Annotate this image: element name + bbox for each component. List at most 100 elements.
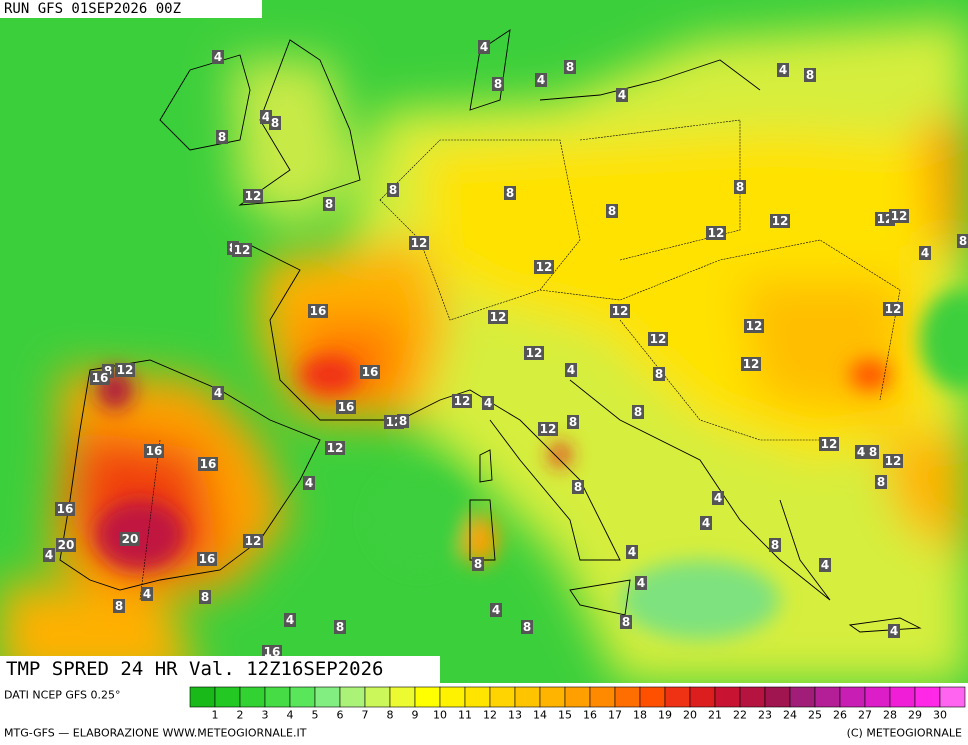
contour-label: 4 — [490, 603, 502, 617]
label-box — [804, 68, 816, 82]
label-box — [819, 558, 831, 572]
run-label: RUN GFS 01SEP2026 00Z — [4, 1, 181, 17]
label-text: 16 — [57, 502, 74, 516]
label-text: 16 — [264, 645, 281, 659]
legend-tick-label: 24 — [783, 709, 797, 722]
contour-label: 4 — [819, 558, 831, 572]
label-box — [488, 310, 508, 324]
label-text: 12 — [891, 209, 908, 223]
color-box — [439, 686, 466, 708]
legend-tick-label: 7 — [362, 709, 369, 722]
label-text: 4 — [857, 445, 865, 459]
label-text: 8 — [218, 130, 226, 144]
color-bar: 1 2 3 4 5 6 7 8 9 10 11 12 13 14 15 16 17 18 19 20 21 22 23 24 2… — [189, 686, 966, 722]
label-text: 4 — [702, 516, 710, 530]
contour-label: 12 — [770, 214, 790, 228]
legend-tick-label: 5 — [312, 709, 319, 722]
label-text: 4 — [890, 624, 898, 638]
color-box — [314, 686, 341, 708]
contour-label: 4 — [284, 613, 296, 627]
label-text: 4 — [480, 40, 488, 54]
label-box — [482, 396, 494, 410]
label-box — [888, 624, 900, 638]
contour-label: 4 — [777, 63, 789, 77]
contour-label: 8 — [113, 599, 125, 613]
contour-label: 8 — [397, 414, 409, 428]
color-box — [364, 686, 391, 708]
label-box — [492, 77, 504, 91]
label-text: 4 — [537, 73, 545, 87]
label-text: 12 — [540, 422, 557, 436]
label-text: 12 — [743, 357, 760, 371]
label-text: 12 — [411, 236, 428, 250]
label-box — [875, 475, 887, 489]
contour-label: 4 — [482, 396, 494, 410]
label-text: 12 — [327, 441, 344, 455]
label-text: 8 — [877, 475, 885, 489]
color-box — [339, 686, 366, 708]
contour-label: 16 — [336, 400, 356, 414]
legend-tick-label: 16 — [583, 709, 597, 722]
legend-tick-label: 19 — [658, 709, 672, 722]
contour-label: 8 — [521, 620, 533, 634]
label-text: 8 — [474, 557, 482, 571]
contour-label: 4 — [212, 50, 224, 64]
contour-label: 4 — [700, 516, 712, 530]
label-box — [55, 502, 75, 516]
label-text: 8 — [389, 183, 397, 197]
label-text: 12 — [454, 394, 471, 408]
color-box — [239, 686, 266, 708]
label-text: 4 — [492, 603, 500, 617]
contour-label: 8 — [804, 68, 816, 82]
legend-tick-label: 21 — [708, 709, 722, 722]
contour-label: 4 — [626, 545, 638, 559]
label-box — [606, 204, 618, 218]
contour-label: 8 — [572, 480, 584, 494]
label-box — [819, 437, 839, 451]
label-box — [626, 545, 638, 559]
legend-tick-label: 22 — [733, 709, 747, 722]
label-box — [243, 189, 263, 203]
contour-label: 4 — [565, 363, 577, 377]
contour-label: 16 — [55, 502, 75, 516]
label-box — [744, 319, 764, 333]
contour-label: 8 — [867, 445, 879, 459]
contour-label: 12 — [243, 534, 263, 548]
label-text: 4 — [779, 63, 787, 77]
legend-area: DATI NCEP GFS 0.25° 1 2 3 4 5 6 7 8 9 10 11 12 13 14 1… — [4, 686, 966, 740]
contour-label: 8 — [492, 77, 504, 91]
color-box — [689, 686, 716, 708]
label-box — [120, 532, 140, 546]
contour-label: 8 — [875, 475, 887, 489]
label-text: 16 — [200, 457, 217, 471]
label-text: 12 — [650, 332, 667, 346]
source-label: DATI NCEP GFS 0.25° — [4, 689, 121, 702]
label-text: 20 — [58, 538, 75, 552]
label-text: 4 — [567, 363, 575, 377]
contour-label: 12 — [409, 236, 429, 250]
legend-tick-label: 27 — [858, 709, 872, 722]
color-box — [839, 686, 866, 708]
label-box — [616, 88, 628, 102]
label-box — [867, 445, 879, 459]
color-box — [564, 686, 591, 708]
label-text: 4 — [214, 386, 222, 400]
label-box — [409, 236, 429, 250]
contour-label: 12 — [488, 310, 508, 324]
label-box — [648, 332, 668, 346]
legend-tick-label: 26 — [833, 709, 847, 722]
label-text: 12 — [536, 260, 553, 274]
label-text: 8 — [959, 234, 967, 248]
label-text: 12 — [821, 437, 838, 451]
label-text: 4 — [305, 476, 313, 490]
label-text: 8 — [806, 68, 814, 82]
label-text: 16 — [310, 304, 327, 318]
legend-tick-label: 4 — [287, 709, 294, 722]
label-box — [323, 197, 335, 211]
contour-label: 4 — [43, 548, 55, 562]
label-box — [741, 357, 761, 371]
field-detail — [95, 290, 968, 640]
legend-tick-label: 1 — [212, 709, 219, 722]
label-text: 8 — [399, 414, 407, 428]
